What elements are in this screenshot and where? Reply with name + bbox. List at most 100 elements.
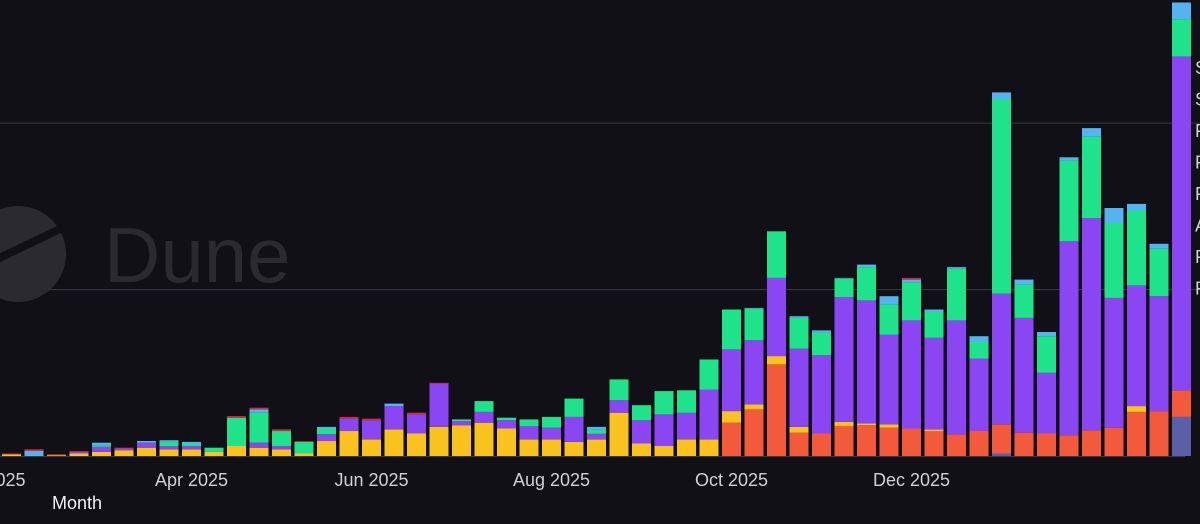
- bar-stack-26: [587, 426, 606, 456]
- bar-stack-14: [317, 426, 336, 456]
- bar-stack-42: [947, 267, 966, 456]
- bar-segment-green: [699, 359, 719, 390]
- bar-stack-46: [1037, 332, 1056, 456]
- bar-segment-purple: [1104, 297, 1124, 428]
- bar-segment-green: [564, 398, 584, 417]
- bar-stack-17: [384, 403, 404, 456]
- bar-segment-green: [519, 419, 539, 427]
- bar-segment-purple: [542, 427, 561, 440]
- bar-stack-0: [2, 453, 21, 456]
- bar-segment-purple: [317, 434, 336, 442]
- bar-stack-34: [767, 231, 786, 456]
- bar-segment-light-blue: [159, 440, 179, 442]
- bar-segment-purple: [407, 414, 426, 434]
- legend-entry[interactable]: F: [1195, 247, 1200, 267]
- dune-logo-icon: [0, 206, 66, 302]
- bar-segment-yellow: [879, 424, 899, 428]
- legend-entry[interactable]: F: [1195, 121, 1200, 141]
- bar-segment-green: [632, 405, 651, 421]
- x-axis-title: Month: [52, 493, 103, 513]
- legend-entry[interactable]: F: [1195, 279, 1200, 299]
- bar-segment-yellow: [182, 449, 201, 456]
- bar-segment-orange-red: [789, 432, 809, 456]
- bar-segment-yellow: [924, 429, 944, 432]
- bar-segment-purple: [902, 320, 921, 429]
- bar-segment-light-blue: [969, 336, 989, 342]
- bar-segment-orange-red: [1104, 427, 1124, 456]
- bar-segment-green: [947, 268, 966, 321]
- bar-segment-purple: [1082, 218, 1101, 431]
- bar-segment-crimson: [407, 412, 426, 415]
- legend: SSFFFAFF: [1195, 58, 1200, 299]
- legend-entry[interactable]: S: [1195, 58, 1200, 78]
- bar-segment-orange-red: [992, 424, 1011, 454]
- legend-entry[interactable]: F: [1195, 153, 1200, 173]
- bar-segment-green: [159, 441, 179, 447]
- bar-segment-orange-red: [902, 428, 921, 456]
- bar-segment-green: [204, 447, 224, 452]
- bar-stack-6: [137, 441, 156, 456]
- bar-stack-43: [969, 336, 989, 456]
- bar-segment-purple: [587, 433, 606, 440]
- legend-entry[interactable]: F: [1195, 184, 1200, 204]
- bar-segment-crimson: [362, 418, 381, 421]
- bar-segment-light-blue: [249, 409, 269, 413]
- bar-segment-yellow: [857, 423, 876, 426]
- bar-segment-purple: [609, 400, 629, 413]
- bar-segment-crimson: [114, 447, 134, 449]
- bar-segment-green: [609, 379, 629, 401]
- bar-stack-1: [24, 449, 44, 456]
- x-tick-label: Oct 2025: [695, 470, 768, 490]
- bar-segment-yellow: [744, 404, 764, 410]
- bar-segment-orange-red: [1014, 432, 1034, 456]
- bar-stack-29: [654, 391, 674, 456]
- bar-stack-9: [204, 447, 224, 456]
- bar-segment-yellow: [69, 453, 89, 456]
- bar-segment-yellow: [227, 446, 246, 456]
- bar-stack-51: [1149, 243, 1169, 456]
- bar-segment-yellow: [677, 439, 696, 456]
- bar-segment-yellow: [632, 443, 651, 456]
- bar-segment-green: [1127, 210, 1146, 286]
- bar-stack-38: [857, 264, 876, 456]
- bar-segment-green: [587, 429, 606, 434]
- bar-segment-green: [474, 401, 494, 412]
- x-tick-label: Apr 2025: [155, 470, 228, 490]
- bar-stack-52: [1172, 2, 1191, 456]
- bar-segment-purple: [1037, 372, 1056, 434]
- bar-segment-purple: [1014, 317, 1034, 433]
- bar-segment-green: [924, 312, 944, 338]
- bar-segment-light-blue: [1082, 128, 1101, 137]
- bar-stack-24: [542, 416, 561, 456]
- bar-stack-8: [182, 441, 201, 456]
- bar-stack-44: [992, 92, 1011, 456]
- bar-segment-green: [789, 317, 809, 349]
- x-tick-label: Dec 2025: [873, 470, 950, 490]
- bar-segment-green: [497, 417, 516, 421]
- bar-segment-crimson: [294, 441, 314, 442]
- legend-entry[interactable]: S: [1195, 90, 1200, 110]
- bar-stack-41: [924, 309, 944, 456]
- bar-segment-purple: [767, 277, 786, 357]
- bar-segment-purple: [452, 421, 471, 426]
- bar-segment-yellow: [47, 455, 66, 456]
- bar-segment-orange-red: [1037, 433, 1056, 456]
- bar-segment-green: [272, 431, 291, 446]
- bar-segment-purple: [497, 420, 516, 429]
- bar-segment-light-blue: [137, 441, 156, 443]
- bar-segment-green: [1014, 284, 1034, 318]
- bar-segment-light-blue: [789, 316, 809, 318]
- bar-segment-purple: [677, 412, 696, 440]
- bar-stack-27: [609, 379, 629, 456]
- legend-entry[interactable]: A: [1195, 216, 1200, 236]
- bar-segment-green: [182, 443, 201, 446]
- bar-stack-32: [722, 309, 741, 456]
- bar-segment-purple: [362, 420, 381, 440]
- bar-stack-45: [1014, 279, 1034, 456]
- bar-segment-yellow: [2, 454, 21, 456]
- bar-segment-orange-red: [1082, 430, 1101, 456]
- bar-segment-crimson: [272, 429, 291, 432]
- bar-segment-purple: [564, 416, 584, 442]
- bar-segment-light-blue: [834, 277, 854, 279]
- bar-segment-crimson: [47, 454, 66, 456]
